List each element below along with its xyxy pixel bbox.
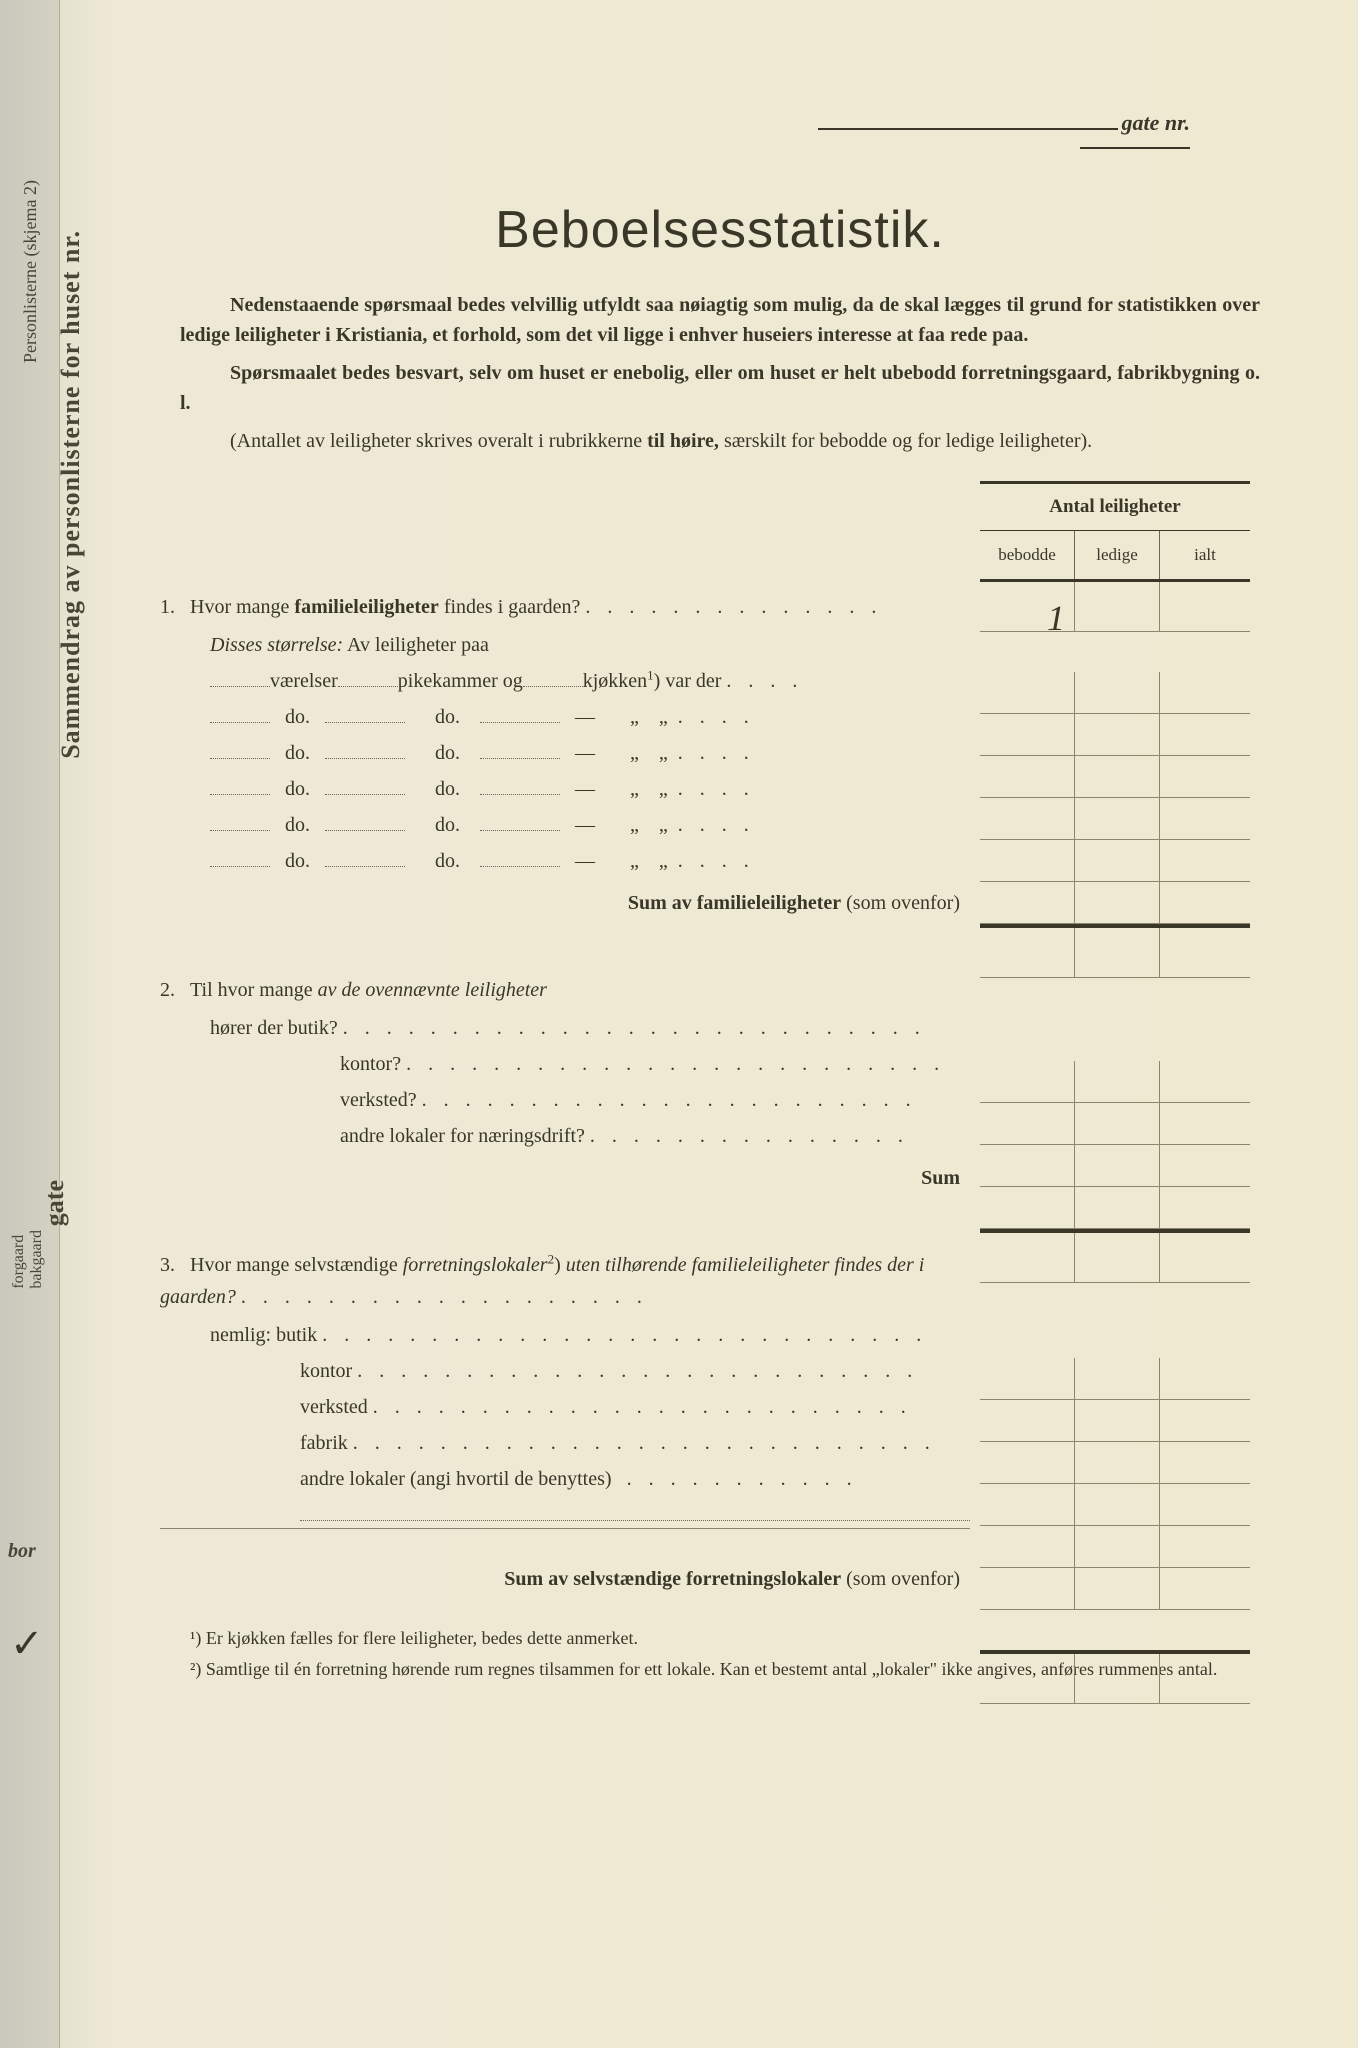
question-2: 2.Til hvor mange av de ovennævnte leilig… (160, 974, 970, 1006)
q2-verksted: verksted? . . . . . . . . . . . . . . . … (160, 1084, 970, 1116)
table-row (980, 756, 1250, 798)
q3-verksted: verksted . . . . . . . . . . . . . . . .… (160, 1391, 970, 1423)
form-area: Antal leiligheter bebodde ledige ialt (160, 481, 1280, 1595)
question-3: 3.Hvor mange selvstændige forretningslok… (160, 1249, 970, 1313)
table-row (980, 714, 1250, 756)
col-bebodde: bebodde (980, 531, 1075, 579)
q2-andre: andre lokaler for næringsdrift? . . . . … (160, 1120, 970, 1152)
q1-do-row: do. do. — „ „ . . . . (160, 737, 970, 769)
table-row (980, 1103, 1250, 1145)
q2-butik: hører der butik? . . . . . . . . . . . .… (160, 1012, 970, 1044)
intro-para-3: (Antallet av leiligheter skrives overalt… (180, 426, 1260, 456)
q3-kontor: kontor . . . . . . . . . . . . . . . . .… (160, 1355, 970, 1387)
q2-sum: Sum (160, 1162, 970, 1194)
table-row (980, 1484, 1250, 1526)
table-row (980, 840, 1250, 882)
q1-sum: Sum av familieleiligheter (som ovenfor) (160, 887, 970, 919)
margin-heading: Sammendrag av personlisterne for huset n… (56, 230, 86, 759)
q1-disses: Disses størrelse: Av leiligheter paa (160, 629, 970, 661)
margin-subheading: Personlisterne (skjema 2) (20, 180, 41, 363)
table-row-sum (980, 1233, 1250, 1283)
table-row (980, 1145, 1250, 1187)
margin-forgaard-label: forgaard bakgaard (10, 1230, 46, 1289)
table-row (980, 798, 1250, 840)
margin-checkmark: ✓ (10, 1620, 44, 1667)
table-row (980, 1526, 1250, 1568)
q1-do-row: do. do. — „ „ . . . . (160, 809, 970, 841)
q1-do-row: do. do. — „ „ . . . . (160, 845, 970, 877)
table-row-sum (980, 928, 1250, 978)
table-header-main: Antal leiligheter (980, 484, 1250, 531)
col-ialt: ialt (1160, 531, 1250, 579)
q1-size-row: værelserpikekammer ogkjøkken1) var der .… (160, 665, 970, 697)
leiligheter-table: Antal leiligheter bebodde ledige ialt (980, 481, 1250, 1704)
table-row (980, 1061, 1250, 1103)
table-header-cols: bebodde ledige ialt (980, 531, 1250, 580)
scanned-page: Sammendrag av personlisterne for huset n… (0, 0, 1358, 2048)
intro-para-2: Spørsmaalet bedes besvart, selv om huset… (180, 358, 1260, 418)
gate-nr-label: gate nr. (1122, 110, 1190, 135)
q3-blank-line (160, 1499, 970, 1529)
table-row (980, 1442, 1250, 1484)
margin-gate-label: gate (40, 1180, 70, 1226)
main-content: gate nr. Beboelsesstatistik. Nedenstaaen… (160, 110, 1280, 1687)
gate-nr-field: gate nr. (710, 110, 1190, 154)
table-row (980, 1400, 1250, 1442)
table-row (980, 1568, 1250, 1610)
page-title: Beboelsesstatistik. (160, 200, 1280, 260)
q3-andre: andre lokaler (angi hvortil de benyttes)… (160, 1463, 970, 1495)
q3-fabrik: fabrik . . . . . . . . . . . . . . . . .… (160, 1427, 970, 1459)
question-1: 1.Hvor mange familieleiligheter findes i… (160, 591, 970, 623)
table-row-sum (980, 1654, 1250, 1704)
table-body (980, 580, 1250, 1704)
q2-kontor: kontor? . . . . . . . . . . . . . . . . … (160, 1048, 970, 1080)
handwritten-answer-1: 1 (1047, 597, 1065, 639)
table-row (980, 1187, 1250, 1229)
table-row (980, 672, 1250, 714)
q1-do-row: do. do. — „ „ . . . . (160, 773, 970, 805)
margin-bor-label: bor (8, 1540, 36, 1563)
q3-nemlig: nemlig: butik . . . . . . . . . . . . . … (160, 1319, 970, 1351)
table-row (980, 882, 1250, 924)
table-row (980, 1358, 1250, 1400)
q3-sum: Sum av selvstændige forretningslokaler (… (160, 1563, 970, 1595)
col-ledige: ledige (1075, 531, 1160, 579)
q1-do-row: do. do. — „ „ . . . . (160, 701, 970, 733)
intro-para-1: Nedenstaaende spørsmaal bedes velvillig … (180, 290, 1260, 350)
table-row (980, 582, 1250, 632)
